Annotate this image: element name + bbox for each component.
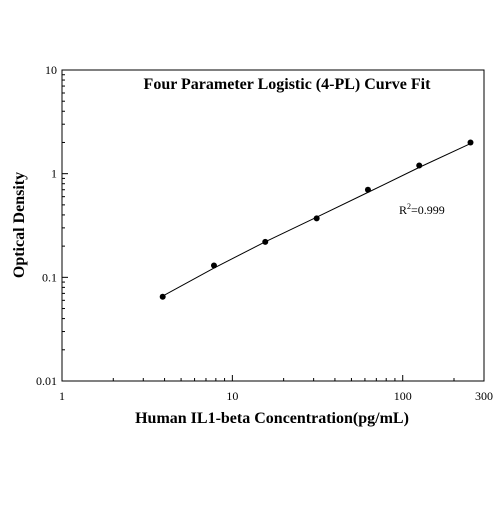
plot-frame <box>61 69 485 382</box>
data-point <box>262 238 269 245</box>
data-point <box>159 293 166 300</box>
x-tick-label: 100 <box>394 389 412 403</box>
x-tick-label: 300 <box>475 389 493 403</box>
y-axis-title: Optical Density <box>11 172 28 278</box>
data-point <box>467 139 474 146</box>
data-point <box>313 215 320 222</box>
x-tick-label: 1 <box>59 389 65 403</box>
x-axis: 1 10 100 300 <box>59 375 493 403</box>
y-tick-label: 1 <box>51 167 57 181</box>
x-axis-title: Human IL1-beta Concentration(pg/mL) <box>135 410 409 427</box>
r-value: =0.999 <box>411 203 445 217</box>
data-point <box>210 262 217 269</box>
data-point <box>364 186 371 193</box>
r-squared-annotation: R2=0.999 <box>399 202 445 217</box>
y-tick-label: 0.01 <box>36 374 57 388</box>
r-label: R <box>399 203 407 217</box>
data-point <box>416 162 423 169</box>
y-axis: 0.01 0.1 1 10 <box>36 63 68 388</box>
y-tick-label: 10 <box>45 63 57 77</box>
data-points <box>159 139 474 300</box>
r-superscript: 2 <box>407 202 411 211</box>
x-tick-label: 10 <box>226 389 238 403</box>
chart-title: Four Parameter Logistic (4-PL) Curve Fit <box>144 76 432 93</box>
y-tick-label: 0.1 <box>42 270 57 284</box>
